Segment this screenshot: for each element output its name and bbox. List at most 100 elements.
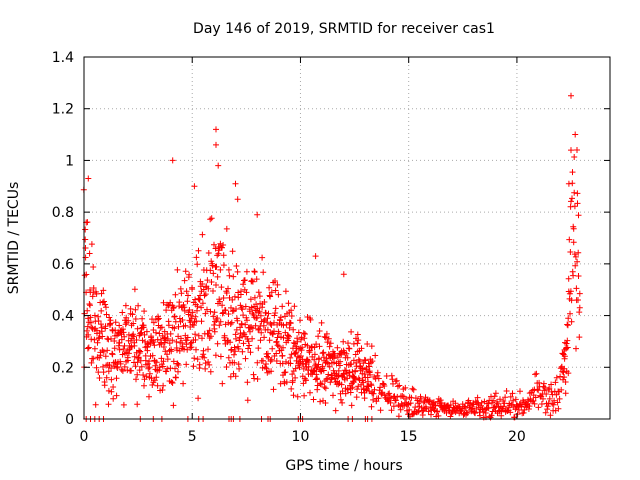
data-point	[494, 400, 501, 407]
data-point	[124, 367, 131, 374]
data-point	[208, 215, 215, 222]
data-point	[430, 399, 437, 406]
data-point	[229, 296, 236, 303]
data-point	[189, 284, 195, 291]
data-point	[283, 379, 290, 386]
data-point	[477, 412, 483, 419]
data-point	[503, 388, 510, 394]
data-point	[183, 288, 190, 295]
data-point	[174, 347, 180, 354]
data-point	[207, 368, 214, 375]
data-point	[114, 365, 121, 371]
data-point	[300, 330, 307, 337]
data-point	[87, 319, 94, 326]
data-point	[160, 382, 167, 389]
data-point	[120, 346, 127, 353]
data-point	[193, 346, 199, 353]
data-point	[388, 372, 395, 379]
data-point	[569, 195, 575, 202]
data-point	[255, 326, 262, 333]
data-point	[546, 385, 553, 392]
data-point	[94, 339, 101, 346]
data-point	[345, 340, 351, 347]
data-point	[209, 262, 216, 269]
data-point	[361, 395, 368, 402]
data-point	[190, 363, 197, 370]
data-point	[279, 352, 286, 359]
data-point	[567, 310, 573, 317]
data-point	[268, 289, 275, 296]
data-point	[283, 358, 289, 365]
data-point	[137, 330, 144, 337]
data-point	[385, 391, 392, 398]
data-point	[315, 333, 322, 340]
data-point	[325, 335, 332, 342]
data-point	[544, 403, 551, 410]
x-tick-label: 10	[292, 429, 310, 445]
data-point	[497, 396, 503, 403]
data-point	[92, 401, 99, 408]
data-point	[217, 318, 224, 325]
data-point	[306, 349, 313, 356]
data-point	[218, 284, 225, 291]
data-point	[190, 322, 197, 329]
x-tick-label: 20	[508, 429, 526, 445]
data-point	[362, 357, 369, 364]
data-point	[318, 368, 324, 375]
data-point	[193, 254, 200, 261]
data-point	[234, 317, 241, 324]
data-point	[272, 278, 278, 284]
data-point	[343, 350, 350, 357]
data-point	[264, 353, 270, 360]
data-point	[227, 339, 234, 346]
data-point	[234, 268, 241, 275]
data-point	[100, 287, 107, 294]
data-point	[214, 340, 221, 347]
data-point	[183, 337, 190, 344]
data-point	[131, 342, 138, 349]
data-point	[406, 406, 413, 413]
data-point	[280, 334, 287, 341]
data-point	[168, 348, 175, 355]
data-point	[103, 374, 110, 381]
data-point	[273, 350, 280, 357]
data-point	[525, 406, 532, 412]
data-point	[302, 331, 308, 337]
data-point	[520, 409, 527, 416]
data-point	[312, 253, 319, 260]
data-point	[467, 400, 474, 407]
data-point	[490, 397, 497, 404]
data-point	[574, 190, 581, 197]
data-point	[285, 332, 292, 339]
data-point	[410, 386, 417, 393]
data-point	[248, 277, 255, 284]
data-point	[210, 313, 217, 320]
data-point	[374, 369, 381, 376]
data-point	[348, 328, 355, 335]
data-point	[353, 394, 360, 401]
data-point	[244, 379, 251, 386]
data-point	[569, 169, 576, 176]
data-point	[202, 291, 209, 298]
data-point	[232, 348, 239, 355]
data-point	[409, 385, 416, 392]
data-point	[247, 296, 254, 303]
data-point	[560, 369, 567, 376]
data-point	[205, 250, 212, 256]
data-point	[149, 382, 156, 388]
data-point	[138, 363, 145, 370]
data-point	[136, 367, 143, 374]
data-point	[154, 382, 161, 389]
data-point	[98, 290, 105, 297]
data-point	[212, 245, 219, 252]
data-point	[198, 304, 205, 311]
data-point	[553, 391, 560, 398]
data-point	[288, 307, 295, 314]
data-point	[547, 412, 554, 419]
data-point	[121, 342, 128, 349]
data-point	[445, 407, 452, 413]
data-point	[326, 363, 333, 370]
data-point	[311, 351, 318, 358]
data-point	[478, 402, 484, 409]
data-point	[84, 307, 91, 314]
